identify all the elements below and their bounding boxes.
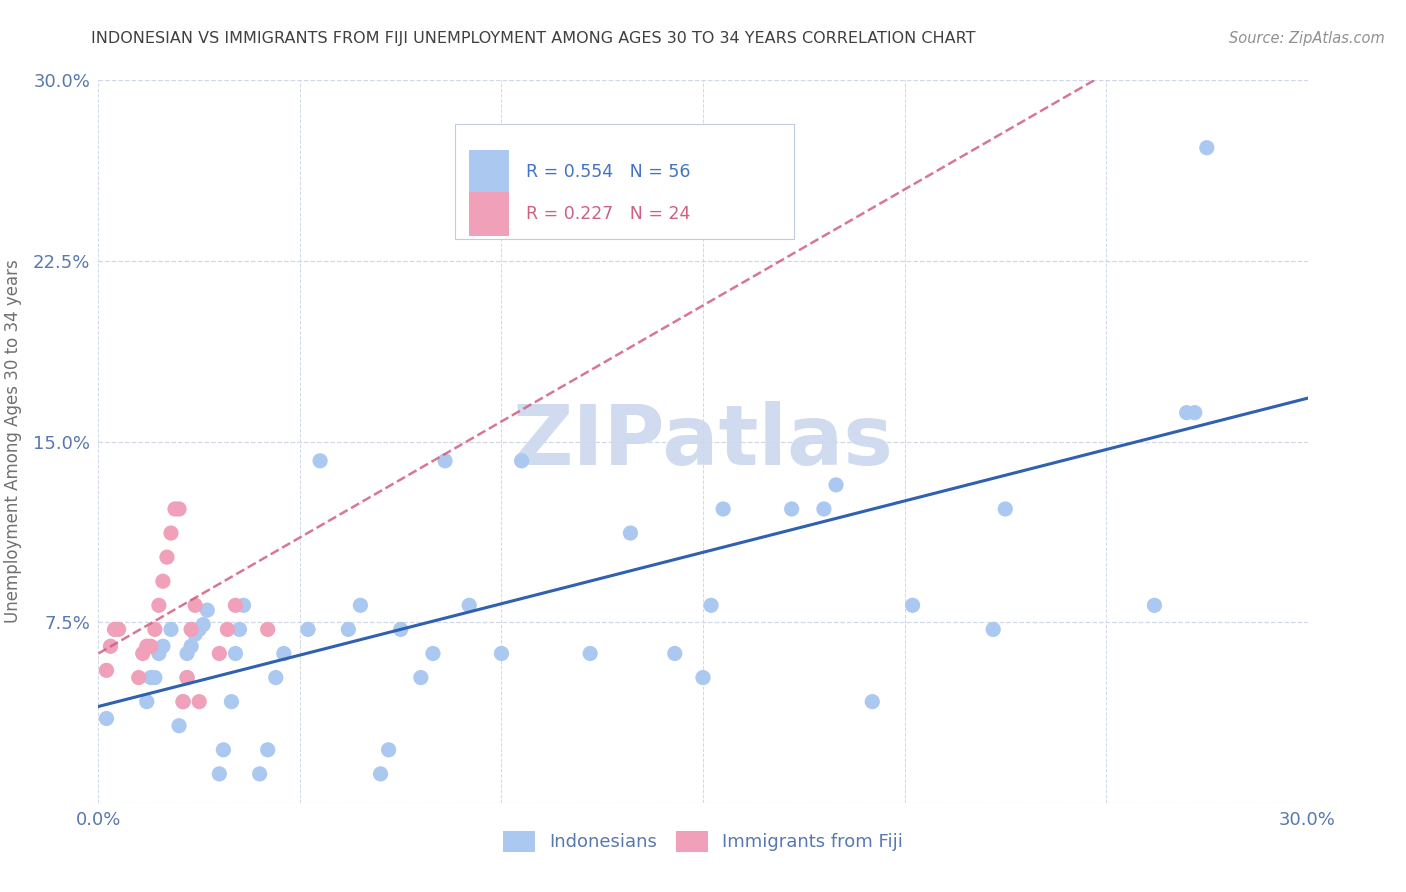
Point [132, 647, 155, 661]
Point [458, 599, 481, 613]
Point [208, 647, 231, 661]
Point [692, 671, 714, 685]
Point [184, 627, 207, 641]
Point [193, 617, 215, 632]
Point [167, 502, 190, 516]
Point [377, 743, 399, 757]
Point [273, 647, 295, 661]
Point [103, 623, 125, 637]
Point [139, 671, 162, 685]
Point [510, 454, 533, 468]
Point [188, 623, 211, 637]
Text: ZIPatlas: ZIPatlas [513, 401, 893, 482]
Point [160, 623, 183, 637]
Point [176, 671, 198, 685]
Point [370, 767, 392, 781]
Legend: Indonesians, Immigrants from Fiji: Indonesians, Immigrants from Fiji [495, 823, 911, 859]
Text: Source: ZipAtlas.com: Source: ZipAtlas.com [1229, 31, 1385, 46]
Point [139, 639, 162, 653]
Point [184, 599, 207, 613]
Point [1195, 141, 1218, 155]
Point [1143, 599, 1166, 613]
Point [128, 671, 150, 685]
Point [172, 695, 194, 709]
Point [994, 502, 1017, 516]
Point [156, 550, 179, 565]
Point [619, 526, 641, 541]
Point [167, 719, 190, 733]
Point [901, 599, 924, 613]
Point [264, 671, 287, 685]
Point [143, 671, 166, 685]
Point [96, 664, 118, 678]
Point [135, 695, 157, 709]
Point [337, 623, 360, 637]
Point [180, 623, 202, 637]
Point [825, 478, 848, 492]
Point [107, 623, 129, 637]
Point [148, 599, 170, 613]
Point [981, 623, 1004, 637]
Point [309, 454, 332, 468]
Point [711, 502, 734, 516]
Point [579, 647, 602, 661]
Point [217, 623, 239, 637]
Point [143, 623, 166, 637]
Point [256, 743, 278, 757]
Point [491, 647, 513, 661]
Point [100, 639, 122, 653]
Point [176, 671, 198, 685]
Point [1184, 406, 1206, 420]
Point [148, 647, 170, 661]
Point [389, 623, 412, 637]
Point [1175, 406, 1198, 420]
Point [172, 695, 194, 709]
Point [860, 695, 883, 709]
Point [152, 639, 174, 653]
Point [813, 502, 835, 516]
Point [195, 603, 218, 617]
Point [96, 712, 118, 726]
Point [160, 526, 183, 541]
Point [780, 502, 803, 516]
Point [163, 502, 186, 516]
Point [135, 639, 157, 653]
Point [256, 623, 278, 637]
Point [212, 743, 235, 757]
Point [664, 647, 686, 661]
Point [152, 574, 174, 589]
Point [224, 647, 246, 661]
Point [349, 599, 371, 613]
Point [224, 599, 246, 613]
Point [232, 599, 254, 613]
Point [208, 767, 231, 781]
Point [297, 623, 319, 637]
Point [700, 599, 723, 613]
Point [228, 623, 250, 637]
Point [409, 671, 432, 685]
Point [422, 647, 444, 661]
Point [434, 454, 457, 468]
Point [221, 695, 243, 709]
Y-axis label: Unemployment Among Ages 30 to 34 years: Unemployment Among Ages 30 to 34 years [4, 260, 21, 624]
Point [176, 647, 198, 661]
Point [249, 767, 271, 781]
Point [180, 639, 202, 653]
Point [188, 695, 211, 709]
Text: INDONESIAN VS IMMIGRANTS FROM FIJI UNEMPLOYMENT AMONG AGES 30 TO 34 YEARS CORREL: INDONESIAN VS IMMIGRANTS FROM FIJI UNEMP… [91, 31, 976, 46]
